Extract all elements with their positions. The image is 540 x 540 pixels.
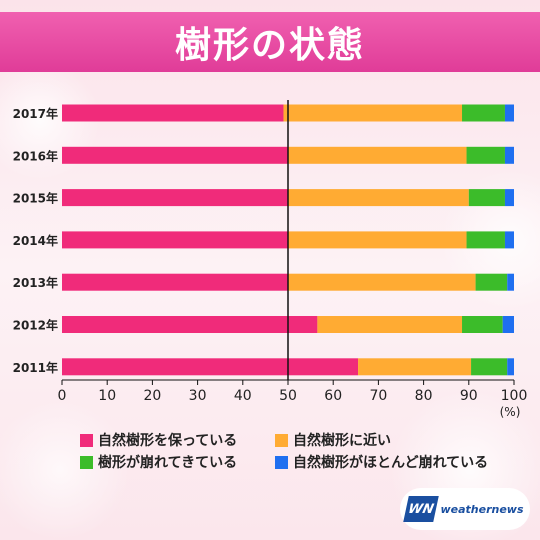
bar-segment (504, 231, 514, 249)
bar-segment (507, 358, 514, 376)
bar-segment (283, 104, 463, 122)
legend-item: 自然樹形に近い (275, 430, 391, 450)
bar-segment (62, 231, 288, 249)
bar-segment (504, 189, 514, 207)
legend-label: 自然樹形を保っている (98, 433, 238, 449)
bar-segment (62, 358, 359, 376)
bar-segment (288, 273, 476, 291)
bar-segment (468, 189, 505, 207)
category-label: 2014年 (13, 233, 58, 248)
bar-segment (317, 316, 463, 333)
bar-segment (288, 231, 467, 249)
chart-title: 樹形の状態 (174, 25, 365, 66)
legend-label: 自然樹形に近い (293, 433, 391, 449)
legend-label: 樹形が崩れてきている (98, 455, 238, 471)
bar-segment (462, 104, 505, 122)
weathernews-logo: WN weathernews (400, 488, 530, 530)
legend-swatch (275, 455, 288, 469)
x-tick-label: 70 (369, 388, 387, 404)
bar-segment (358, 358, 472, 376)
bar-segment (288, 189, 469, 207)
category-label: 2015年 (13, 191, 58, 206)
bar-segment (507, 273, 514, 291)
x-tick-label: 20 (143, 388, 161, 404)
bar-segment (475, 273, 508, 291)
logo-text: weathernews (440, 502, 524, 516)
category-label: 2017年 (13, 106, 58, 121)
legend-swatch (80, 433, 93, 447)
category-label: 2011年 (13, 360, 58, 375)
bar-segment (62, 146, 288, 164)
bar-segment (471, 358, 508, 376)
x-tick-label: 0 (58, 388, 67, 404)
legend-swatch (275, 433, 288, 447)
bar-segment (62, 104, 284, 122)
x-tick-label: 30 (189, 388, 207, 404)
x-tick-label: 50 (279, 388, 297, 404)
category-label: 2016年 (13, 148, 58, 163)
category-label: 2012年 (13, 318, 58, 333)
x-tick-label: 80 (415, 388, 433, 404)
bar-segment (502, 316, 514, 333)
x-tick-label: 10 (98, 388, 116, 404)
x-tick-label: 100 (501, 388, 528, 404)
x-tick-label: 60 (324, 388, 342, 404)
legend-item: 自然樹形がほとんど崩れている (275, 452, 488, 472)
bar-segment (462, 316, 503, 333)
bar-segment (288, 146, 467, 164)
bar-segment (466, 146, 505, 164)
bar-segment (504, 146, 514, 164)
legend-swatch (80, 455, 93, 469)
bar-segment (466, 231, 505, 249)
logo-mark: WN (403, 496, 440, 522)
x-tick-label: 90 (460, 388, 478, 404)
legend-label: 自然樹形がほとんど崩れている (293, 455, 489, 471)
bar-segment (62, 189, 288, 207)
x-tick-label: 40 (234, 388, 252, 404)
bar-segment (504, 104, 514, 122)
x-unit-label: (%) (500, 405, 521, 419)
bar-segment (62, 316, 318, 333)
legend-item: 樹形が崩れてきている (80, 452, 237, 472)
bar-segment (62, 273, 288, 291)
title-bar: 樹形の状態 (0, 12, 540, 72)
category-label: 2013年 (13, 275, 58, 290)
legend-item: 自然樹形を保っている (80, 430, 237, 450)
